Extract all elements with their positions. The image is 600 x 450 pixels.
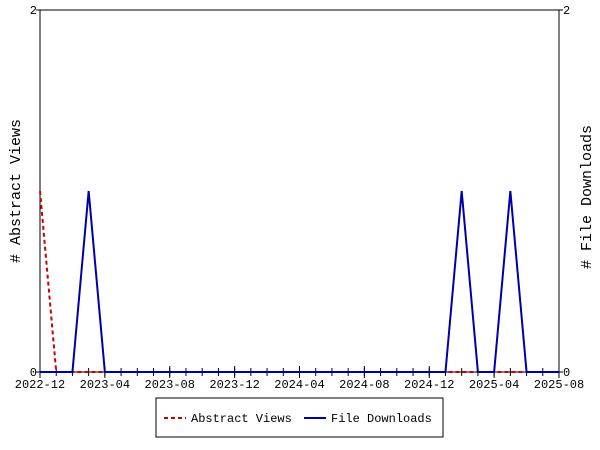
- series-line: [39, 190, 559, 373]
- x-tick-label: 2023-08: [145, 378, 195, 392]
- x-tick-label: 2025-08: [534, 378, 584, 392]
- y2-axis-title: # File Downloads: [579, 125, 596, 269]
- x-tick-label: 2024-08: [339, 378, 389, 392]
- y-axis-title: # Abstract Views: [8, 119, 25, 263]
- y2-tick-label: 0: [563, 366, 570, 380]
- x-tick-label: 2024-12: [404, 378, 454, 392]
- y2-tick-label: 2: [563, 4, 570, 18]
- series-line: [40, 190, 559, 373]
- legend-label: Abstract Views: [191, 412, 292, 426]
- x-tick-label: 2023-04: [80, 378, 130, 392]
- x-tick-label: 2025-04: [469, 378, 519, 392]
- legend-label: File Downloads: [331, 412, 432, 426]
- y-tick-label: 0: [30, 366, 37, 380]
- x-tick-label: 2024-04: [274, 378, 324, 392]
- y-tick-label: 2: [30, 4, 37, 18]
- legend: [155, 397, 444, 438]
- x-tick-label: 2023-12: [209, 378, 259, 392]
- plot-frame: [39, 9, 560, 373]
- x-tick-label: 2022-12: [15, 378, 65, 392]
